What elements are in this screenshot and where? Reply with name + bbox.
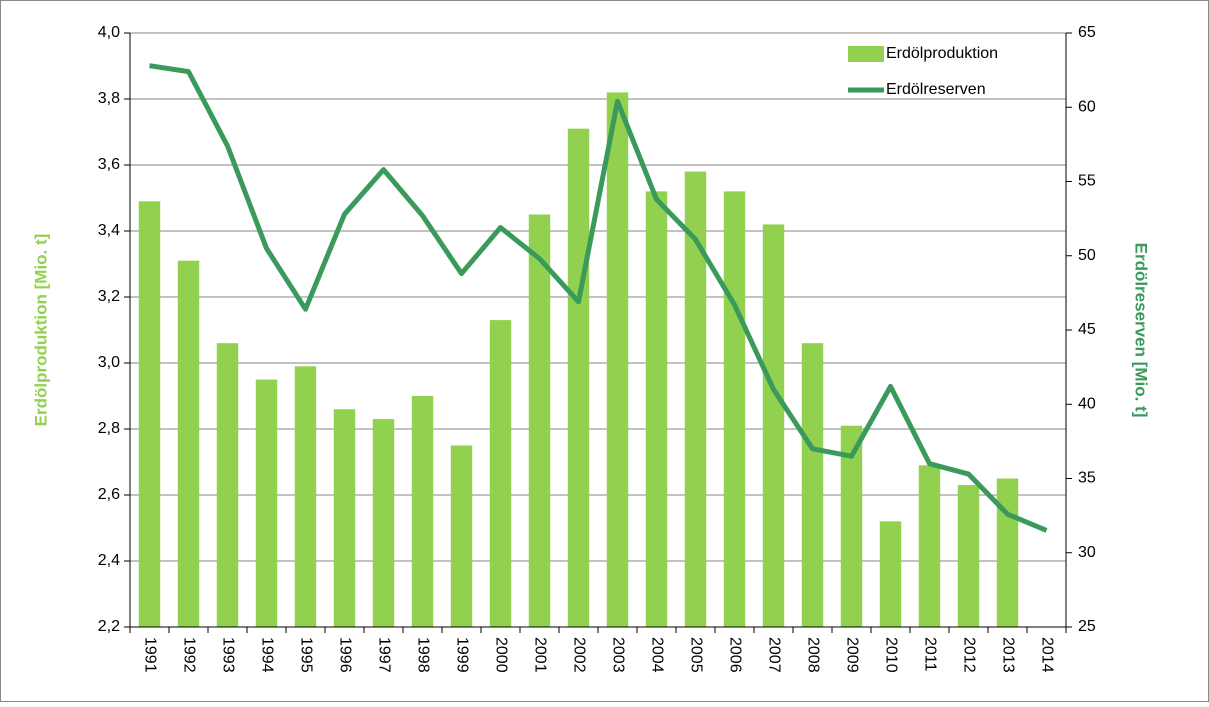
y2-tick-label: 50 (1078, 247, 1096, 264)
x-tick-label: 1999 (453, 637, 470, 673)
bar (762, 224, 785, 627)
y2-tick-label: 30 (1078, 544, 1096, 561)
bar (801, 343, 824, 627)
x-tick-label: 1995 (297, 637, 314, 673)
line (149, 63, 1048, 533)
y-tick-label: 3,2 (98, 288, 120, 305)
x-tick-label: 1994 (258, 637, 275, 673)
bar (879, 521, 902, 627)
x-tick-label: 2006 (726, 637, 743, 673)
y2-tick-label: 40 (1078, 395, 1096, 412)
x-tick-label: 2004 (648, 637, 665, 673)
x-tick-label: 2013 (999, 637, 1016, 673)
bar (645, 191, 668, 627)
y-tick-label: 3,4 (98, 222, 120, 239)
legend-label: Erdölreserven (886, 81, 986, 98)
x-tick-label: 2009 (843, 637, 860, 673)
x-tick-label: 2008 (804, 637, 821, 673)
bar (177, 260, 200, 627)
bar (996, 478, 1019, 627)
bar (372, 419, 395, 627)
y-axis-title: Erdölproduktion [Mio. t] (31, 234, 50, 427)
x-tick-label: 2005 (687, 637, 704, 673)
x-tick-label: 2014 (1038, 637, 1055, 673)
bar (489, 320, 512, 627)
x-tick-label: 2010 (882, 637, 899, 673)
bar (450, 445, 473, 627)
y2-tick-label: 65 (1078, 24, 1096, 41)
bar (294, 366, 317, 627)
x-tick-label: 2002 (570, 637, 587, 673)
bar (138, 201, 161, 628)
x-tick-label: 1997 (375, 637, 392, 673)
bar (567, 128, 590, 627)
y-tick-label: 2,8 (98, 420, 120, 437)
bar (684, 171, 707, 627)
y-tick-label: 2,2 (98, 618, 120, 635)
y2-tick-label: 45 (1078, 321, 1096, 338)
y2-tick-label: 35 (1078, 470, 1096, 487)
y2-tick-label: 25 (1078, 618, 1096, 635)
y-tick-label: 2,6 (98, 486, 120, 503)
x-tick-label: 2000 (492, 637, 509, 673)
x-tick-label: 2001 (531, 637, 548, 673)
y-tick-label: 2,4 (98, 552, 120, 569)
x-tick-label: 1993 (219, 637, 236, 673)
x-tick-label: 2012 (960, 637, 977, 673)
legend-swatch (848, 46, 884, 62)
bar (840, 425, 863, 627)
x-tick-label: 1996 (336, 637, 353, 673)
x-tick-label: 1992 (180, 637, 197, 673)
legend-label: Erdölproduktion (886, 45, 998, 62)
y2-axis-title: Erdölreserven [Mio. t] (1132, 243, 1151, 418)
bar (333, 409, 356, 627)
y2-tick-label: 55 (1078, 173, 1096, 190)
y-tick-label: 3,6 (98, 156, 120, 173)
bar (606, 92, 629, 627)
y2-tick-label: 60 (1078, 98, 1096, 115)
x-tick-label: 1991 (141, 637, 158, 673)
bar (918, 465, 941, 627)
bar (957, 485, 980, 627)
bar (723, 191, 746, 627)
bar (216, 343, 239, 627)
x-tick-label: 2007 (765, 637, 782, 673)
bar (255, 379, 278, 627)
x-tick-label: 2011 (921, 637, 938, 672)
y-tick-label: 4,0 (98, 24, 120, 41)
x-tick-label: 1998 (414, 637, 431, 673)
x-tick-label: 2003 (609, 637, 626, 673)
bar (528, 214, 551, 627)
y-tick-label: 3,0 (98, 354, 120, 371)
y-tick-label: 3,8 (98, 90, 120, 107)
bar (411, 396, 434, 627)
